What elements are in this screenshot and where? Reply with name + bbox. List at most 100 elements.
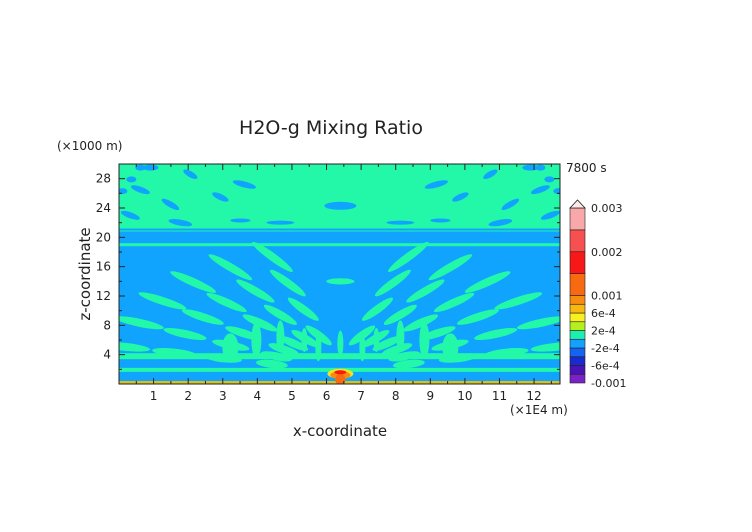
- contour-band: [119, 353, 560, 360]
- chart-title: H2O-g Mixing Ratio: [239, 117, 423, 139]
- contour-blob: [287, 297, 319, 321]
- y-unit-label: (×1000 m): [57, 139, 122, 153]
- contour-blob: [326, 278, 355, 285]
- contour-band: [119, 228, 560, 231]
- contour-blob: [324, 201, 357, 210]
- contour-band: [119, 243, 560, 247]
- colorbar-label: -6e-4: [591, 360, 620, 373]
- contour-blob: [252, 241, 293, 272]
- contour-blob: [540, 210, 560, 220]
- contour-blob: [135, 164, 146, 171]
- contour-blob: [562, 200, 572, 206]
- colorbar-segment: [569, 321, 586, 331]
- contour-blob: [373, 328, 380, 352]
- x-tick-label: 7: [357, 389, 365, 403]
- contour-blob: [428, 254, 473, 281]
- contour-blob: [516, 316, 560, 330]
- contour-blob: [266, 220, 295, 225]
- contour-blob: [269, 269, 306, 297]
- contour-blob: [530, 342, 560, 352]
- contour-blob: [483, 169, 498, 180]
- contour-blob: [126, 176, 137, 183]
- contour-blob: [387, 241, 429, 272]
- x-tick-label: 10: [457, 389, 472, 403]
- colorbar-segment: [569, 303, 586, 314]
- contour-blob: [119, 316, 164, 330]
- colorbar-segment: [569, 365, 586, 375]
- contour-blob: [488, 219, 513, 227]
- contour-blob: [474, 327, 518, 340]
- x-tick-label: 4: [254, 389, 262, 403]
- x-tick-label: 11: [492, 389, 507, 403]
- colorbar-segment: [569, 251, 586, 274]
- contour-blob: [403, 314, 439, 332]
- colorbar-segment: [569, 330, 586, 340]
- colorbar-label: -0.001: [591, 377, 626, 390]
- x-tick-label: 3: [219, 389, 227, 403]
- x-tick-label: 2: [184, 389, 192, 403]
- contour-blob: [212, 192, 229, 202]
- contour-blob: [161, 198, 180, 210]
- colorbar-segment: [569, 207, 586, 231]
- time-label: 7800 s: [566, 161, 607, 175]
- contour-blob: [424, 180, 448, 189]
- contour-blob: [206, 292, 247, 313]
- colorbar-label: 0.001: [591, 290, 623, 303]
- contour-blob: [433, 292, 475, 313]
- x-tick-label: 8: [392, 389, 400, 403]
- contour-blob: [170, 271, 217, 293]
- contour-blob: [301, 328, 308, 352]
- contour-blob: [232, 180, 256, 189]
- y-tick-label: 8: [103, 318, 111, 332]
- contour-blob: [553, 188, 560, 195]
- colorbar-label: 0.003: [591, 202, 623, 215]
- y-tick-label: 16: [96, 260, 111, 274]
- y-tick-label: 24: [96, 201, 111, 215]
- contour-blob: [383, 304, 417, 325]
- colorbar-segment: [569, 312, 586, 323]
- x-tick-label: 12: [526, 389, 541, 403]
- contour-blob: [251, 322, 262, 358]
- hotspot-core: [335, 373, 346, 384]
- contour-blob: [337, 330, 344, 357]
- contour-blob: [430, 218, 451, 223]
- contour-blob: [501, 198, 520, 210]
- y-tick-label: 4: [103, 348, 111, 362]
- plot-frame: [118, 163, 561, 385]
- contour-blob: [130, 185, 150, 195]
- hotspot-red: [334, 370, 347, 375]
- x-axis-label: x-coordinate: [293, 422, 387, 440]
- contour-blob: [208, 254, 253, 281]
- contour-blob: [396, 320, 405, 353]
- contour-blob: [494, 292, 543, 310]
- x-unit-label: (×1E4 m): [510, 403, 568, 417]
- x-tick-label: 5: [288, 389, 296, 403]
- contour-blob: [168, 219, 193, 227]
- contour-blob: [361, 297, 393, 321]
- contour-blob: [119, 342, 151, 352]
- contour-blob: [535, 164, 546, 171]
- x-tick-label: 9: [426, 389, 434, 403]
- colorbar-label: -2e-4: [591, 342, 620, 355]
- colorbar-segment: [569, 347, 586, 358]
- contour-blob: [230, 218, 251, 223]
- contour-blob: [464, 271, 511, 293]
- colorbar-segment: [569, 373, 586, 384]
- contour-blob: [544, 176, 555, 183]
- contour-blob: [406, 279, 445, 303]
- y-tick-label: 20: [96, 230, 111, 244]
- colorbar-segment: [569, 356, 586, 366]
- contour-blob: [236, 279, 275, 303]
- contour-blob: [419, 322, 430, 358]
- contour-blob: [268, 343, 300, 356]
- y-axis-label: z-coordinate: [76, 227, 94, 320]
- contour-blob: [452, 192, 469, 202]
- x-tick-label: 1: [150, 389, 158, 403]
- contour-blob: [138, 292, 187, 310]
- contour-blob: [119, 188, 128, 195]
- contour-blob: [374, 269, 411, 297]
- contour-blob: [263, 304, 297, 325]
- colorbar-label: 0.002: [591, 246, 623, 259]
